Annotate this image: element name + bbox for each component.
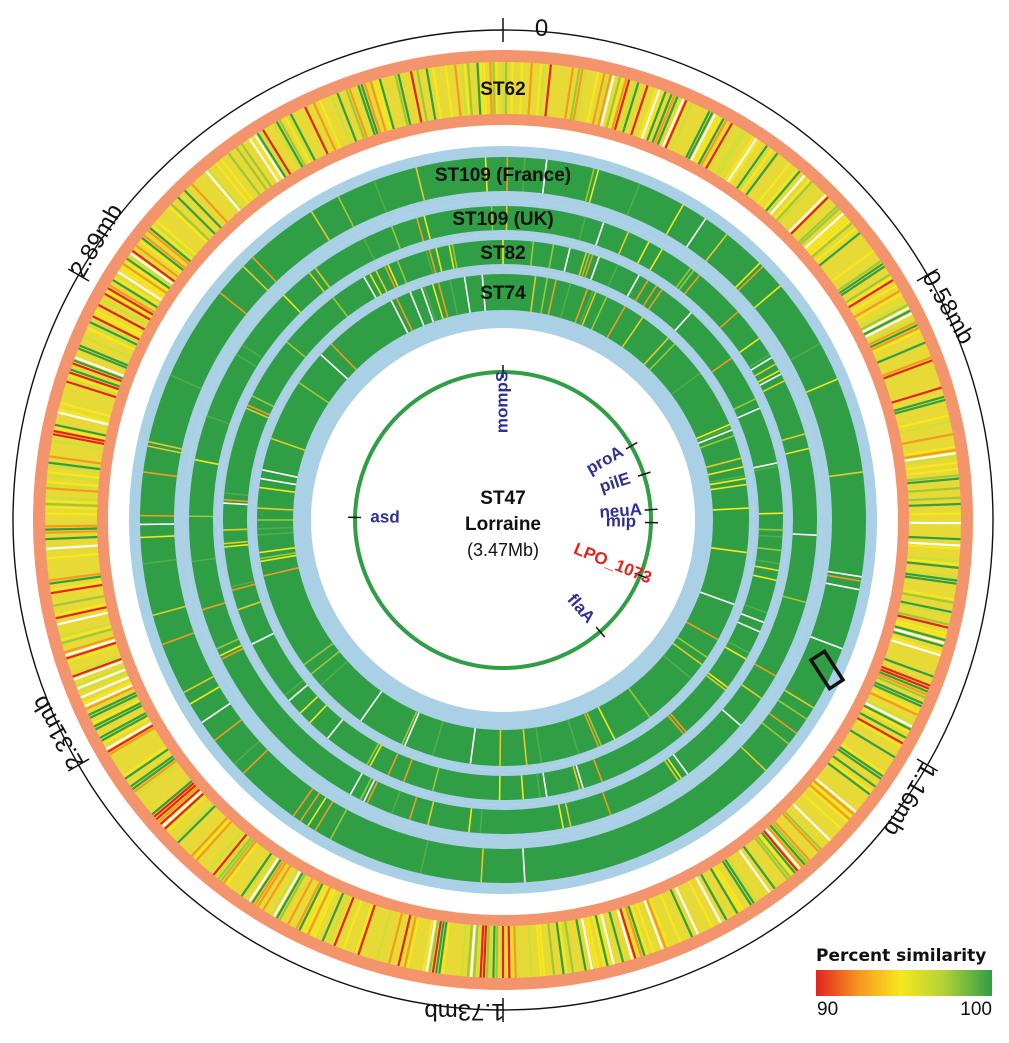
similarity-stripes	[257, 279, 746, 764]
similarity-stripes	[257, 276, 742, 767]
gene-label: mip	[606, 511, 637, 531]
ring-label: ST62	[480, 79, 525, 100]
gene-label: flaA	[564, 590, 599, 627]
legend-gradient-bar	[816, 970, 992, 996]
highlight-box	[808, 648, 846, 692]
similarity-stripes	[260, 274, 735, 764]
gene-label: LPO_1073	[571, 539, 654, 587]
similarity-stripes	[223, 249, 732, 783]
gene-tick	[637, 471, 651, 477]
similarity-stripes	[191, 216, 771, 834]
legend-title: Percent similarity	[816, 946, 987, 966]
ring-label: ST109 (France)	[435, 165, 571, 186]
legend-max-label: 100	[960, 999, 992, 1020]
center-title: ST47	[480, 488, 525, 509]
similarity-stripes	[142, 157, 821, 874]
similarity-stripes	[194, 215, 809, 833]
similarity-stripes	[45, 61, 961, 979]
similarity-stripes	[139, 156, 861, 832]
similarity-stripes	[224, 240, 783, 801]
scale-label: 0	[535, 15, 548, 42]
scale-tick	[916, 268, 939, 282]
similarity-stripes	[223, 247, 778, 797]
similarity-stripes	[308, 205, 806, 827]
gene-label: pilE	[597, 469, 633, 497]
similarity-tracks	[33, 50, 973, 990]
similarity-stripes	[329, 168, 808, 840]
similarity-stripes	[257, 277, 735, 746]
similarity-stripes	[140, 157, 838, 827]
ring-label: ST82	[480, 243, 525, 264]
similarity-stripes	[201, 217, 776, 821]
similarity-stripes	[251, 241, 783, 792]
similarity-stripes	[188, 206, 807, 801]
gene-tick	[644, 508, 658, 511]
gene-tick	[595, 626, 606, 638]
similarity-stripes	[349, 222, 817, 802]
track-base	[140, 157, 866, 883]
ring-labels: ST62 ST109 (France) ST109 (UK) ST82 ST74	[435, 79, 571, 304]
scale-tick	[916, 758, 939, 772]
similarity-stripes	[50, 64, 949, 979]
similarity-stripes	[263, 279, 719, 748]
similarity-stripes	[259, 284, 749, 740]
scale-tick	[67, 758, 90, 772]
similarity-stripes	[224, 250, 783, 798]
center-size: (3.47Mb)	[467, 540, 539, 560]
similarity-stripes	[44, 61, 962, 977]
gene-tick	[625, 441, 638, 450]
gene-tick	[634, 572, 647, 579]
similarity-stripes	[45, 62, 961, 978]
center-subtitle: Lorraine	[465, 514, 541, 535]
gene-label: mompS	[492, 371, 511, 433]
track-base	[189, 206, 817, 834]
similarity-stripes	[139, 159, 862, 883]
similarity-stripes	[44, 62, 956, 978]
ring-label: ST74	[480, 283, 526, 304]
legend-ticks: 90 100	[816, 996, 996, 1024]
gene-label: neuA	[599, 500, 643, 522]
ring-label: ST109 (UK)	[452, 209, 553, 230]
legend-min-label: 90	[817, 999, 839, 1020]
scale-label: 1.73mb	[424, 998, 504, 1025]
similarity-legend: Percent similarity 90 100	[816, 946, 996, 1024]
scale-tick	[67, 268, 90, 282]
gene-label: asd	[370, 507, 400, 527]
similarity-stripes	[45, 75, 962, 977]
similarity-stripes	[45, 62, 960, 978]
similarity-stripes	[147, 167, 863, 883]
similarity-stripes	[223, 252, 726, 790]
